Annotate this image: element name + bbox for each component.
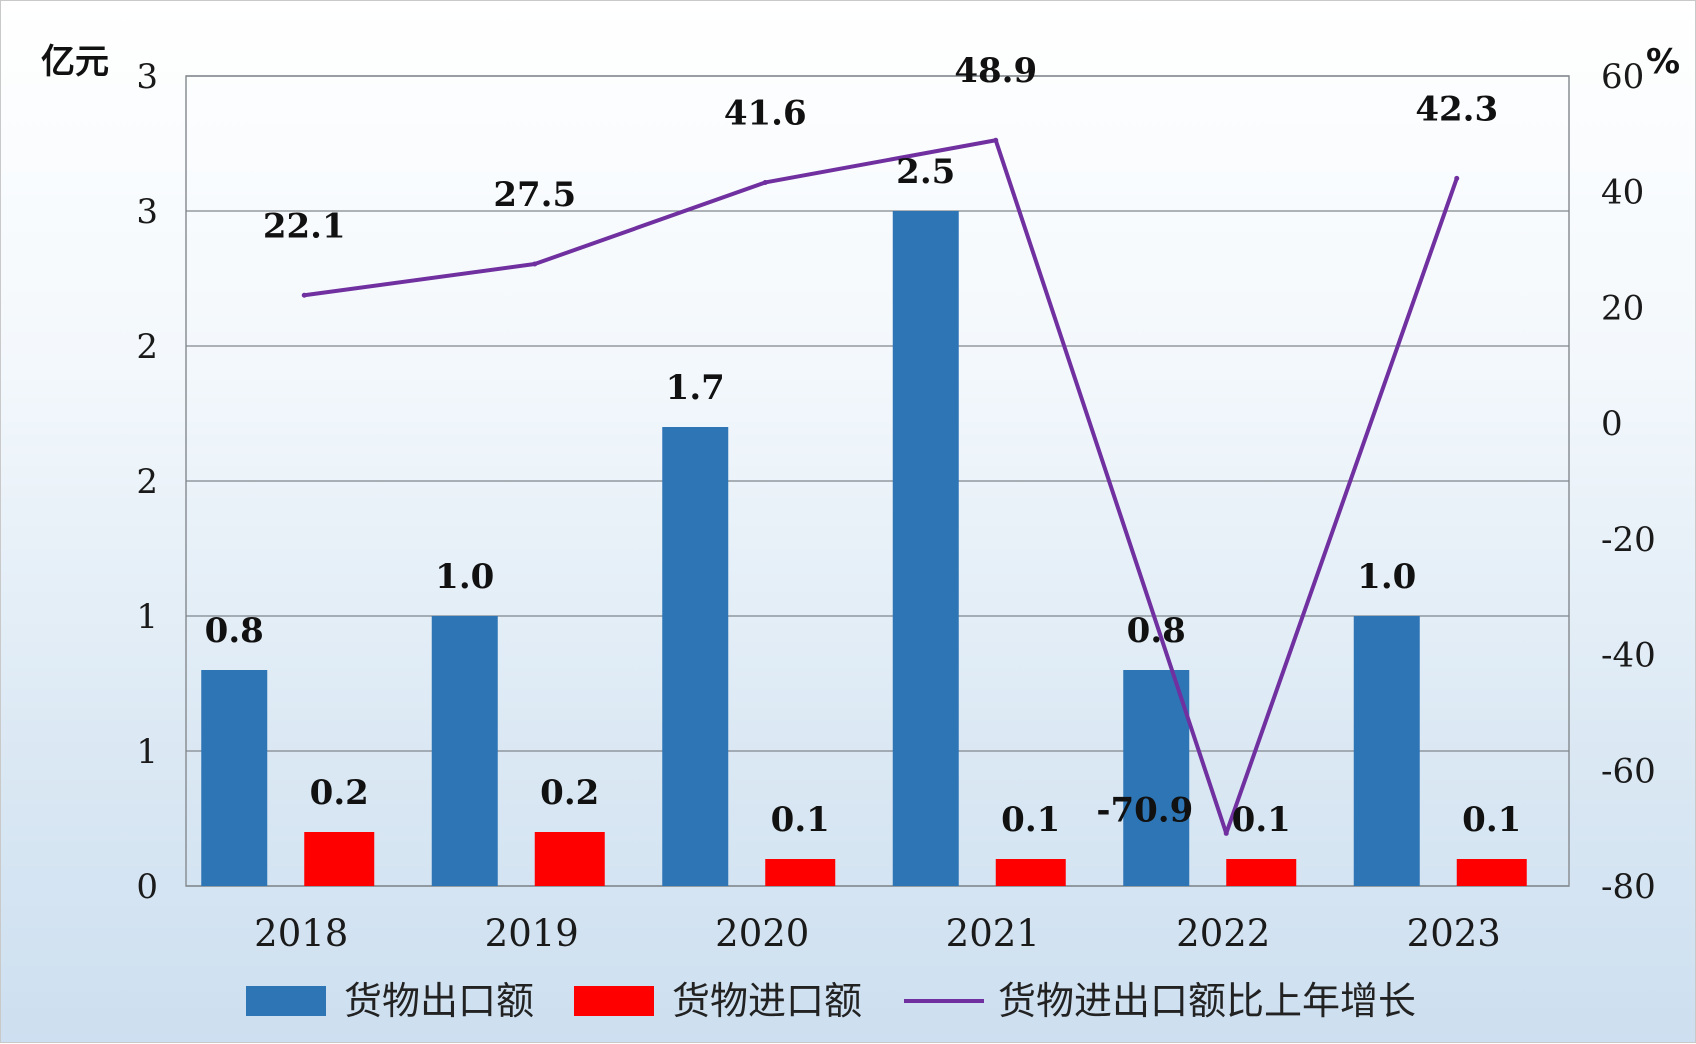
left-tick-label: 2 xyxy=(136,327,158,367)
left-tick-label: 1 xyxy=(136,597,158,637)
export-bar xyxy=(892,211,959,886)
export-value-label: 2.5 xyxy=(896,152,955,192)
growth-value-label: 48.9 xyxy=(954,51,1037,91)
left-tick-label: 1 xyxy=(136,732,158,772)
import-bar xyxy=(1226,859,1297,886)
export-value-label: 0.8 xyxy=(205,611,264,651)
growth-point xyxy=(532,261,538,267)
import-bar xyxy=(765,859,836,886)
export-bar xyxy=(201,670,268,886)
left-tick-label: 0 xyxy=(136,867,158,907)
right-tick-label: -20 xyxy=(1601,520,1656,560)
export-value-label: 0.8 xyxy=(1127,611,1186,651)
axes: 0 1 1 2 2 3 3 -80 -60 -40 -20 0 20 40 60 2018 2019 2020 20… xyxy=(136,57,1655,955)
right-axis-unit: % xyxy=(1646,42,1680,82)
data-labels: 0.8 1.0 1.7 2.5 0.8 1.0 0.2 0.2 0.1 0.1 0.1 0.1 22.1… xyxy=(205,51,1522,840)
grid-lines xyxy=(185,75,1570,887)
import-value-label: 0.2 xyxy=(540,773,599,813)
legend-label-import: 货物进口额 xyxy=(672,979,862,1023)
x-tick-label: 2023 xyxy=(1407,912,1501,955)
left-tick-label: 2 xyxy=(136,462,158,502)
import-value-label: 0.1 xyxy=(1232,800,1291,840)
growth-point xyxy=(301,292,307,298)
x-tick-label: 2021 xyxy=(946,912,1040,955)
export-bar xyxy=(1123,670,1190,886)
export-value-label: 1.0 xyxy=(435,557,494,597)
export-value-label: 1.0 xyxy=(1357,557,1416,597)
legend-label-export: 货物出口额 xyxy=(344,979,534,1023)
x-tick-label: 2019 xyxy=(485,912,579,955)
right-tick-label: 60 xyxy=(1601,57,1644,97)
import-value-label: 0.2 xyxy=(310,773,369,813)
left-tick-label: 3 xyxy=(136,192,158,232)
growth-line xyxy=(301,137,1460,836)
growth-line-path xyxy=(303,138,1459,836)
legend: 货物出口额 货物进口额 货物进出口额比上年增长 xyxy=(246,979,1416,1023)
legend-label-growth: 货物进出口额比上年增长 xyxy=(998,979,1416,1023)
import-bar xyxy=(995,859,1066,886)
growth-value-label: 22.1 xyxy=(263,206,346,246)
export-bar xyxy=(431,616,498,886)
right-tick-label: 0 xyxy=(1601,404,1623,444)
growth-value-label: 42.3 xyxy=(1415,89,1498,129)
growth-point xyxy=(1223,830,1229,836)
left-axis-unit: 亿元 xyxy=(41,42,109,82)
left-tick-label: 3 xyxy=(136,57,158,97)
growth-point xyxy=(1454,175,1460,181)
import-bar xyxy=(304,832,375,886)
import-bar xyxy=(534,832,605,886)
import-value-label: 0.1 xyxy=(1001,800,1060,840)
right-tick-label: -40 xyxy=(1601,636,1656,676)
growth-value-label: 41.6 xyxy=(724,93,807,133)
export-bar xyxy=(662,427,729,886)
x-tick-label: 2022 xyxy=(1176,912,1270,955)
right-tick-label: 20 xyxy=(1601,288,1644,328)
import-value-label: 0.1 xyxy=(771,800,830,840)
x-tick-label: 2018 xyxy=(254,912,348,955)
right-tick-label: 40 xyxy=(1601,173,1644,213)
export-bar xyxy=(1353,616,1420,886)
export-value-label: 1.7 xyxy=(666,368,725,408)
legend-swatch-export xyxy=(246,986,326,1016)
right-tick-label: -60 xyxy=(1601,751,1656,791)
growth-point xyxy=(762,179,768,185)
import-value-label: 0.1 xyxy=(1462,800,1521,840)
import-bar xyxy=(1456,859,1527,886)
growth-value-label: 27.5 xyxy=(493,175,576,215)
x-tick-label: 2020 xyxy=(715,912,809,955)
growth-point xyxy=(993,137,999,143)
legend-swatch-import xyxy=(574,986,654,1016)
bars xyxy=(201,211,1527,886)
right-tick-label: -80 xyxy=(1601,867,1656,907)
growth-value-label: -70.9 xyxy=(1096,790,1193,830)
